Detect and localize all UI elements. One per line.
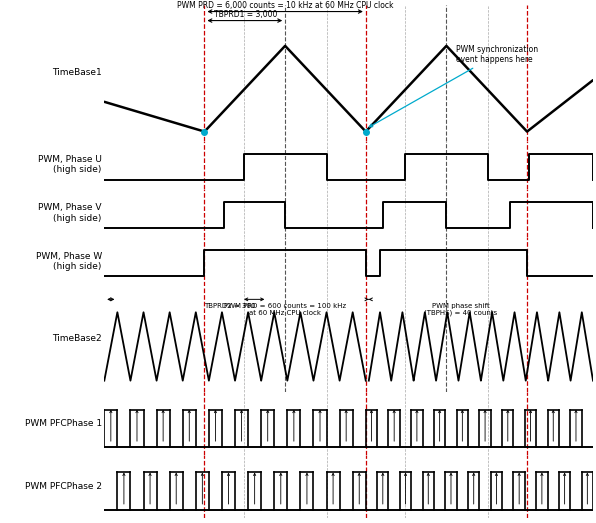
Text: PWM phase shift
(TBPHS) = 40 counts: PWM phase shift (TBPHS) = 40 counts xyxy=(424,303,498,316)
Text: PWM PFCPhase 2: PWM PFCPhase 2 xyxy=(25,482,102,491)
Text: TBPRD1 = 3,000: TBPRD1 = 3,000 xyxy=(215,10,278,19)
Text: PWM, Phase V
(high side): PWM, Phase V (high side) xyxy=(38,203,102,223)
Text: PWM synchronization
event happens here: PWM synchronization event happens here xyxy=(370,44,538,127)
Text: TimeBase2: TimeBase2 xyxy=(52,334,102,344)
Text: PWM PRD = 6,000 counts = 10 kHz at 60 MHz CPU clock: PWM PRD = 6,000 counts = 10 kHz at 60 MH… xyxy=(177,1,393,10)
Text: PWM, Phase W
(high side): PWM, Phase W (high side) xyxy=(36,252,102,271)
Text: TBPRD2 = 300: TBPRD2 = 300 xyxy=(204,303,256,309)
Text: PWM PFCPhase 1: PWM PFCPhase 1 xyxy=(24,419,102,428)
Text: PWM, Phase U
(high side): PWM, Phase U (high side) xyxy=(38,155,102,175)
Text: PWM PRD = 600 counts = 100 kHz
at 60 MHz CPU clock: PWM PRD = 600 counts = 100 kHz at 60 MHz… xyxy=(224,303,346,315)
Text: TimeBase1: TimeBase1 xyxy=(52,69,102,77)
